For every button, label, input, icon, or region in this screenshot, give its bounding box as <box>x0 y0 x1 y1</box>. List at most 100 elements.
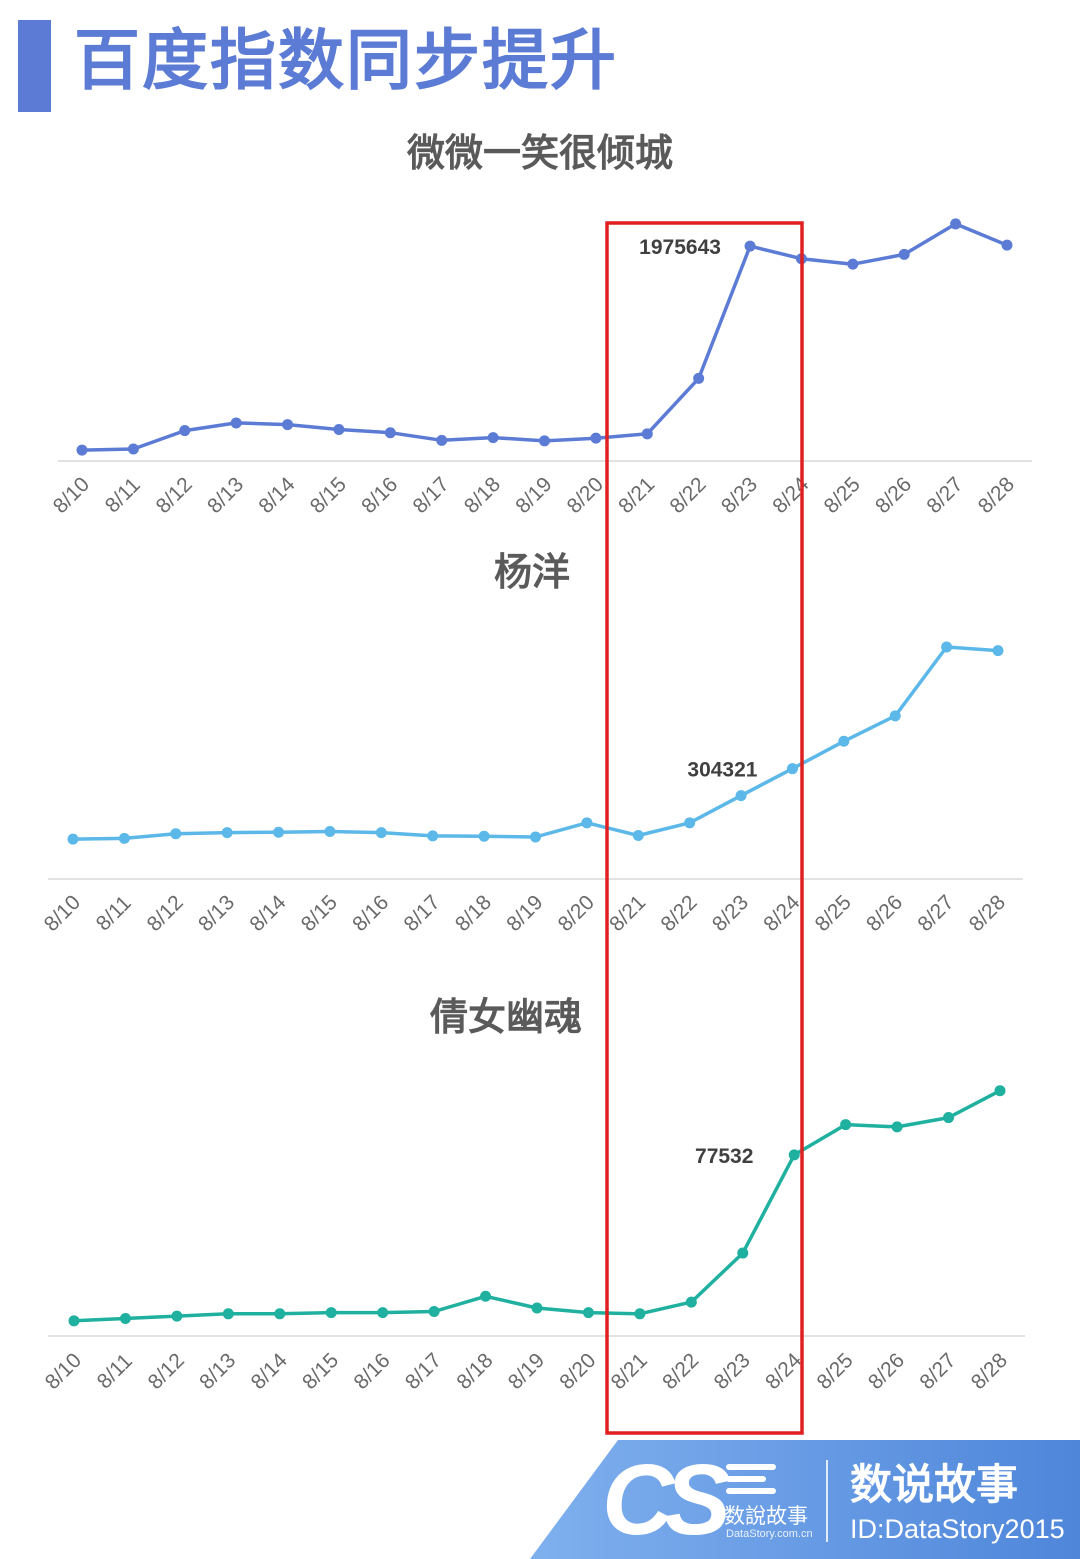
data-point <box>230 417 242 429</box>
highlight-box <box>605 221 804 1435</box>
x-tick-label: 8/25 <box>812 1349 857 1394</box>
series-line <box>80 222 1009 452</box>
x-tick-label: 8/23 <box>708 891 753 936</box>
x-tick-label: 8/12 <box>144 1349 189 1394</box>
title-accent-bar <box>18 20 51 112</box>
footer-band <box>530 1440 1080 1559</box>
x-tick-label: 8/27 <box>922 473 967 518</box>
data-point <box>634 1308 646 1320</box>
x-tick-label: 8/18 <box>460 473 505 518</box>
data-point <box>838 735 850 747</box>
x-tick-label: 8/11 <box>101 473 145 517</box>
data-point <box>788 1149 800 1161</box>
chart-title: 倩女幽魂 <box>429 995 582 1039</box>
x-tick-label: 8/14 <box>245 891 290 936</box>
data-point <box>480 1290 492 1302</box>
x-tick-label: 8/25 <box>811 891 856 936</box>
data-point <box>375 827 387 839</box>
data-point <box>76 444 88 456</box>
data-point <box>478 830 490 842</box>
data-point <box>118 832 130 844</box>
data-point <box>943 1112 955 1124</box>
x-tick-label: 8/20 <box>555 1349 600 1394</box>
x-tick-label: 8/14 <box>254 473 299 518</box>
series-line <box>71 645 1000 841</box>
data-point <box>685 1296 697 1308</box>
data-point <box>428 1305 440 1317</box>
x-tick-label: 8/24 <box>761 1349 806 1394</box>
data-point <box>847 258 859 270</box>
data-point <box>274 1308 286 1320</box>
x-tick-label: 8/10 <box>49 473 94 518</box>
x-tick-label: 8/12 <box>152 473 197 518</box>
x-tick-label: 8/16 <box>357 473 402 518</box>
chart-panel-3: 倩女幽魂 8/10 8/11 8/12 8/13 8/14 8/15 8/16 8/17 8/18… <box>41 995 1025 1394</box>
x-tick-label: 8/27 <box>915 1349 960 1394</box>
x-tick-label: 8/11 <box>93 1349 137 1393</box>
x-tick-label: 8/21 <box>605 891 650 936</box>
data-point <box>171 1310 183 1322</box>
x-tick-label: 8/22 <box>656 891 701 936</box>
data-point <box>632 830 644 841</box>
data-point <box>1001 239 1013 251</box>
datastory-logo: CS <box>602 1444 731 1556</box>
x-tick-label: 8/15 <box>298 1349 343 1394</box>
data-point <box>325 1307 337 1319</box>
page-title: 百度指数同步提升 <box>74 22 618 99</box>
data-point <box>333 423 345 435</box>
x-tick-label: 8/13 <box>194 891 239 936</box>
x-tick-label: 8/27 <box>913 891 958 936</box>
data-point <box>436 434 448 446</box>
data-point <box>684 817 696 829</box>
data-point <box>324 826 336 838</box>
data-point <box>179 425 191 437</box>
data-point <box>786 763 798 775</box>
data-point <box>737 1247 749 1259</box>
brand-id: ID:DataStory2015 <box>850 1514 1065 1544</box>
chart-panel-2: 杨洋8/10 8/11 8/12 8/13 8/14 8/15 8/16 8/17 8/18 8/… <box>40 550 1023 936</box>
data-point <box>170 828 182 840</box>
data-label: 77532 <box>695 1145 753 1168</box>
data-point <box>282 419 294 431</box>
data-label: 1975643 <box>639 236 721 259</box>
data-point <box>222 1308 234 1320</box>
x-tick-label: 8/26 <box>871 473 916 518</box>
x-tick-label: 8/15 <box>297 891 342 936</box>
x-tick-label: 8/21 <box>614 473 659 518</box>
x-tick-label: 8/26 <box>862 891 907 936</box>
x-tick-label: 8/20 <box>554 891 599 936</box>
x-tick-label: 8/28 <box>974 473 1019 518</box>
data-point <box>384 427 396 439</box>
data-point <box>693 372 705 384</box>
x-tick-label: 8/28 <box>965 891 1010 936</box>
data-point <box>377 1307 389 1319</box>
x-tick-label: 8/19 <box>511 473 556 518</box>
data-point <box>992 645 1004 657</box>
x-tick-label: 8/16 <box>348 891 393 936</box>
data-point <box>941 641 953 653</box>
x-tick-label: 8/18 <box>451 891 496 936</box>
data-label: 304321 <box>687 759 757 782</box>
data-point <box>590 432 602 444</box>
data-point <box>68 1315 80 1327</box>
x-tick-label: 8/17 <box>400 891 445 936</box>
chart-title: 微微一笑很倾城 <box>406 131 673 175</box>
data-point <box>221 827 233 839</box>
x-tick-label: 8/14 <box>247 1349 292 1394</box>
data-point <box>427 830 439 842</box>
data-point <box>950 218 962 230</box>
data-point <box>840 1119 852 1131</box>
x-tick-label: 8/16 <box>349 1349 394 1394</box>
x-tick-label: 8/24 <box>759 891 804 936</box>
footer-divider <box>826 1460 828 1542</box>
x-tick-label: 8/28 <box>967 1349 1012 1394</box>
data-point <box>530 831 541 843</box>
x-tick-label: 8/19 <box>502 891 547 936</box>
data-point <box>994 1085 1006 1097</box>
data-point <box>273 826 285 838</box>
x-tick-label: 8/15 <box>306 473 351 518</box>
x-tick-label: 8/21 <box>607 1349 652 1394</box>
x-tick-label: 8/13 <box>203 473 248 518</box>
x-tick-label: 8/13 <box>195 1349 240 1394</box>
data-point <box>582 1307 594 1319</box>
